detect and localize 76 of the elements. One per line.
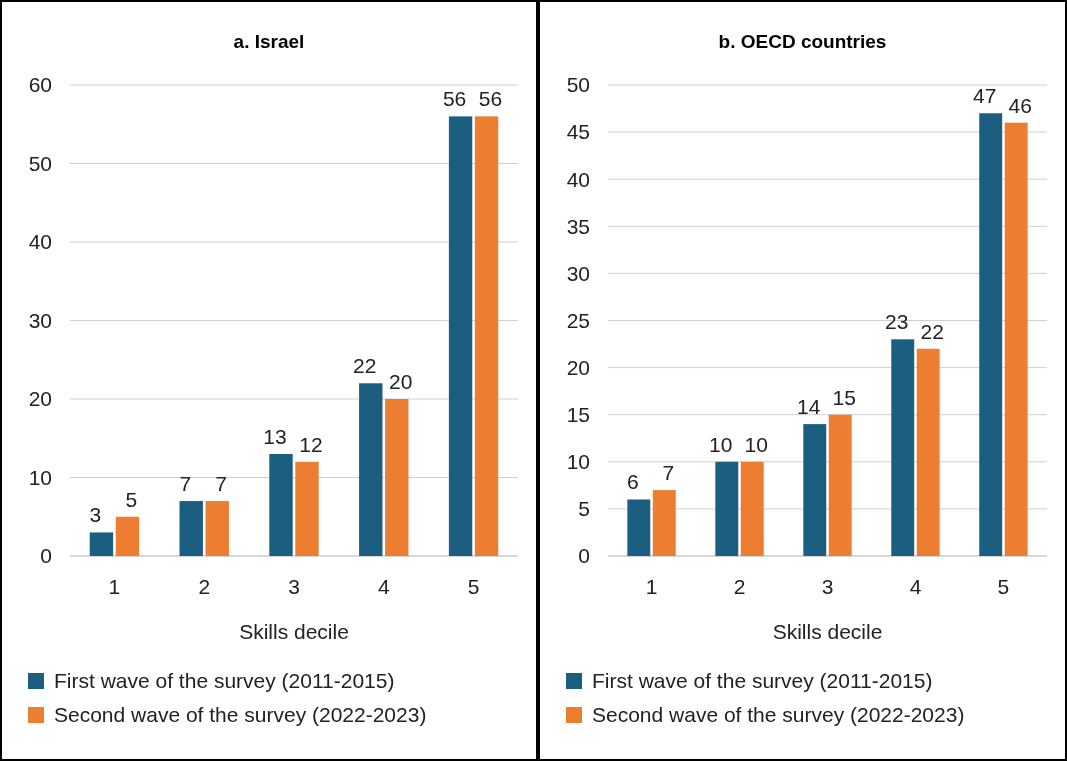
bar (1004, 122, 1028, 556)
bar (115, 516, 140, 556)
y-tick-label: 60 (28, 73, 52, 97)
y-tick-label: 25 (566, 308, 590, 332)
y-tick-label: 10 (566, 450, 590, 474)
y-tick-label: 15 (566, 403, 590, 427)
bar (359, 383, 383, 556)
y-tick-label: 0 (578, 544, 590, 568)
bar (269, 453, 293, 556)
bar (740, 461, 764, 556)
data-label: 23 (885, 310, 909, 334)
data-label: 7 (179, 472, 192, 496)
data-label: 15 (832, 385, 856, 409)
x-axis-title: Skills decile (239, 620, 349, 643)
x-tick-label: 2 (198, 575, 211, 598)
data-label: 13 (263, 424, 287, 448)
data-label: 3 (89, 503, 102, 527)
bar (652, 490, 676, 556)
x-tick-label: 5 (997, 575, 1010, 598)
data-label: 46 (1008, 93, 1032, 117)
legend-label: First wave of the survey (2011-2015) (54, 669, 395, 693)
chart-title: b. OECD countries (718, 31, 887, 52)
data-label: 14 (797, 395, 821, 419)
x-axis-title: Skills decile (772, 620, 883, 643)
bar (295, 461, 319, 556)
y-tick-label: 45 (566, 120, 590, 144)
data-label: 7 (662, 461, 675, 485)
bar (205, 501, 229, 556)
bar (916, 348, 940, 556)
legend-label: Second wave of the survey (2022-2023) (592, 703, 965, 727)
x-tick-label: 3 (288, 575, 300, 598)
y-tick-label: 5 (578, 497, 590, 521)
data-label: 20 (389, 370, 413, 393)
data-label: 47 (973, 84, 997, 108)
data-label: 6 (626, 470, 639, 494)
bar (89, 532, 114, 556)
legend-label: Second wave of the survey (2022-2023) (54, 703, 427, 727)
bar (448, 116, 473, 556)
bar (385, 399, 409, 556)
x-tick-label: 1 (108, 575, 121, 598)
data-label: 7 (215, 472, 228, 496)
data-label: 10 (744, 432, 768, 456)
data-label: 56 (442, 87, 467, 111)
y-tick-label: 50 (28, 151, 52, 175)
bar (715, 461, 739, 556)
bar (828, 414, 852, 556)
y-tick-label: 10 (28, 465, 52, 489)
y-tick-label: 35 (566, 214, 590, 238)
legend-label: First wave of the survey (2011-2015) (592, 669, 933, 693)
y-tick-label: 30 (566, 261, 590, 285)
y-tick-label: 0 (40, 544, 52, 568)
bar (179, 501, 203, 556)
data-label: 22 (353, 354, 377, 378)
data-label: 56 (478, 87, 503, 111)
data-label: 10 (709, 432, 733, 456)
y-tick-label: 20 (566, 355, 590, 379)
bar (627, 499, 651, 556)
bar (803, 424, 827, 556)
x-tick-label: 1 (645, 575, 658, 598)
y-tick-label: 30 (28, 308, 52, 332)
data-label: 12 (299, 432, 323, 456)
y-tick-label: 50 (566, 73, 590, 97)
x-tick-label: 4 (377, 575, 390, 598)
x-tick-label: 2 (733, 575, 746, 598)
bar (474, 116, 499, 556)
y-tick-label: 20 (28, 387, 52, 411)
y-tick-label: 40 (566, 167, 590, 191)
x-tick-label: 3 (821, 575, 834, 598)
y-tick-label: 40 (28, 230, 52, 254)
data-label: 5 (125, 487, 138, 511)
bar (979, 113, 1003, 556)
data-label: 22 (920, 319, 944, 343)
chart-title: a. Israel (233, 31, 305, 52)
x-tick-label: 4 (909, 575, 922, 598)
x-tick-label: 5 (467, 575, 480, 598)
bar (891, 339, 915, 556)
